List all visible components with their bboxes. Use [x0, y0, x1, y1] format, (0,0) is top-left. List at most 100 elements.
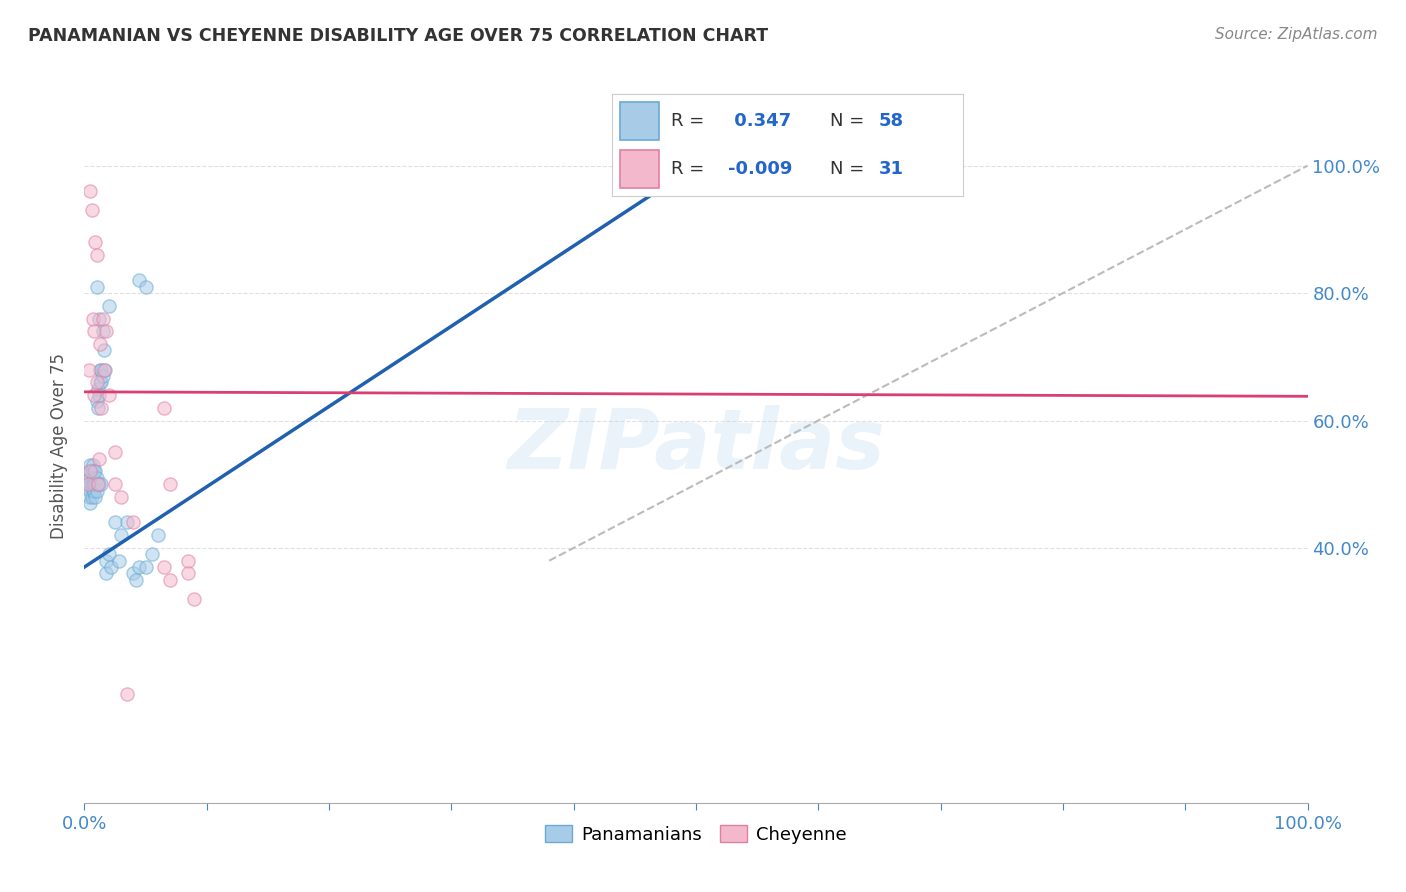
Point	[177, 566, 200, 581]
Point	[128, 560, 150, 574]
Point	[87, 388, 110, 402]
Point	[122, 516, 145, 530]
Point	[83, 465, 105, 479]
Point	[80, 465, 103, 479]
Point	[97, 547, 120, 561]
Point	[104, 477, 127, 491]
Text: R =: R =	[672, 112, 704, 130]
Point	[84, 490, 107, 504]
Point	[115, 516, 138, 530]
Point	[86, 279, 108, 293]
Point	[80, 477, 103, 491]
Point	[91, 368, 114, 383]
Point	[83, 388, 105, 402]
Point	[146, 528, 169, 542]
Point	[135, 560, 157, 574]
Text: 31: 31	[879, 160, 904, 178]
Text: PANAMANIAN VS CHEYENNE DISABILITY AGE OVER 75 CORRELATION CHART: PANAMANIAN VS CHEYENNE DISABILITY AGE OV…	[28, 27, 768, 45]
Point	[82, 458, 104, 472]
Point	[79, 477, 101, 491]
Point	[86, 248, 108, 262]
Point	[83, 483, 105, 498]
Point	[86, 483, 108, 498]
Point	[79, 496, 101, 510]
Point	[82, 483, 104, 498]
Point	[90, 477, 112, 491]
Point	[89, 362, 111, 376]
Point	[94, 362, 117, 376]
Point	[83, 471, 105, 485]
Point	[84, 465, 107, 479]
Point	[87, 401, 110, 415]
Text: 58: 58	[879, 112, 904, 130]
Point	[107, 554, 129, 568]
Point	[104, 445, 127, 459]
Text: Source: ZipAtlas.com: Source: ZipAtlas.com	[1215, 27, 1378, 42]
Point	[96, 566, 118, 581]
Text: 0.347: 0.347	[728, 112, 790, 130]
Point	[82, 477, 104, 491]
Point	[77, 477, 100, 491]
Point	[96, 554, 118, 568]
Point	[90, 362, 112, 376]
Point	[141, 547, 163, 561]
Point	[86, 394, 108, 409]
Point	[86, 471, 108, 485]
Point	[177, 554, 200, 568]
Point	[87, 311, 110, 326]
Legend: Panamanians, Cheyenne: Panamanians, Cheyenne	[538, 818, 853, 851]
Point	[86, 376, 108, 390]
Text: R =: R =	[672, 160, 704, 178]
Point	[97, 388, 120, 402]
Point	[77, 490, 100, 504]
Text: N =: N =	[830, 160, 863, 178]
Point	[110, 490, 132, 504]
Point	[100, 560, 122, 574]
Point	[91, 324, 114, 338]
Point	[87, 382, 110, 396]
FancyBboxPatch shape	[620, 150, 659, 187]
Point	[84, 477, 107, 491]
Y-axis label: Disability Age Over 75: Disability Age Over 75	[49, 353, 67, 539]
Point	[115, 688, 138, 702]
Point	[135, 279, 157, 293]
Point	[110, 528, 132, 542]
Point	[159, 477, 181, 491]
Point	[93, 362, 115, 376]
Point	[91, 311, 114, 326]
Point	[77, 477, 100, 491]
Point	[89, 376, 111, 390]
Point	[79, 458, 101, 472]
Point	[83, 477, 105, 491]
Point	[80, 490, 103, 504]
FancyBboxPatch shape	[620, 103, 659, 140]
Text: ZIPatlas: ZIPatlas	[508, 406, 884, 486]
Point	[87, 451, 110, 466]
Point	[104, 516, 127, 530]
Point	[86, 477, 108, 491]
Point	[79, 471, 101, 485]
Point	[183, 591, 205, 606]
Point	[83, 324, 105, 338]
Point	[79, 184, 101, 198]
Point	[79, 483, 101, 498]
Point	[153, 401, 176, 415]
Point	[125, 573, 148, 587]
Point	[87, 477, 110, 491]
Point	[96, 324, 118, 338]
Point	[84, 235, 107, 249]
Point	[77, 465, 100, 479]
Point	[153, 560, 176, 574]
Point	[89, 337, 111, 351]
Point	[90, 376, 112, 390]
Point	[90, 401, 112, 415]
Point	[82, 311, 104, 326]
Point	[128, 273, 150, 287]
Point	[87, 477, 110, 491]
Point	[159, 573, 181, 587]
Point	[93, 343, 115, 358]
Point	[122, 566, 145, 581]
Point	[77, 362, 100, 376]
Point	[97, 299, 120, 313]
Text: -0.009: -0.009	[728, 160, 792, 178]
